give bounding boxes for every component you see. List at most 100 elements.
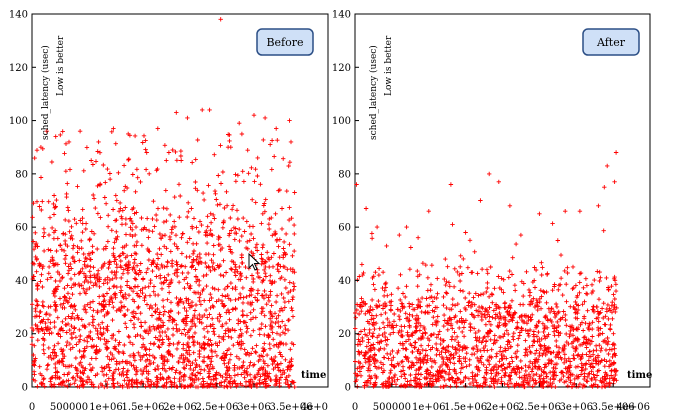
before-data-point — [184, 313, 189, 318]
after-data-point — [413, 324, 418, 330]
after-data-point — [445, 320, 450, 326]
before-data-point — [126, 157, 131, 163]
after-data-point — [554, 338, 559, 344]
after-data-point — [423, 330, 428, 335]
before-data-point — [132, 380, 137, 385]
before-data-point — [292, 384, 297, 390]
after-data-point — [504, 356, 509, 361]
before-data-point — [209, 359, 214, 364]
after-data-point — [430, 322, 435, 327]
after-data-point — [507, 340, 512, 345]
after-data-point — [446, 321, 451, 326]
before-data-point — [242, 375, 247, 380]
before-data-point — [161, 205, 166, 211]
after-data-point — [612, 376, 617, 381]
after-data-point — [403, 294, 408, 300]
before-data-point — [194, 257, 199, 262]
after-data-point — [514, 354, 519, 359]
before-data-point — [77, 327, 82, 332]
after-data-point — [450, 334, 455, 339]
after-data-point — [560, 315, 565, 320]
after-data-point — [595, 353, 601, 358]
after-data-point — [538, 288, 543, 293]
before-data-point — [66, 218, 72, 224]
after-data-point — [435, 276, 440, 281]
before-data-point — [117, 360, 122, 366]
after-data-point — [356, 332, 362, 337]
before-data-point — [227, 138, 232, 144]
before-data-point — [123, 292, 128, 297]
after-badge[interactable]: After — [582, 28, 640, 56]
before-data-point — [100, 383, 105, 388]
before-data-point — [162, 309, 167, 314]
before-data-point — [164, 264, 170, 269]
before-data-point — [153, 335, 158, 340]
before-data-point — [199, 320, 204, 326]
before-data-point — [159, 252, 164, 257]
after-data-point — [437, 364, 443, 370]
before-data-point — [228, 375, 234, 381]
before-data-point — [116, 342, 121, 347]
after-data-point — [540, 352, 545, 358]
after-data-point — [438, 336, 443, 342]
before-data-point — [277, 237, 282, 242]
before-data-point — [238, 327, 243, 332]
before-data-point — [133, 232, 138, 238]
after-data-point — [511, 366, 517, 372]
before-data-point — [87, 362, 93, 367]
before-data-point — [222, 354, 227, 360]
before-data-point — [105, 224, 111, 229]
before-data-point — [88, 257, 93, 262]
before-data-point — [88, 264, 93, 269]
after-data-point — [499, 287, 504, 292]
after-data-point — [475, 271, 480, 276]
before-data-point — [155, 324, 160, 330]
before-data-point — [193, 323, 198, 329]
before-data-point — [190, 241, 196, 246]
before-data-point — [194, 225, 199, 230]
after-data-point — [488, 322, 494, 327]
after-data-point — [454, 384, 459, 389]
before-data-point — [259, 365, 264, 370]
after-data-point — [584, 283, 590, 288]
before-data-point — [85, 263, 90, 268]
before-data-point — [138, 367, 144, 373]
after-data-point — [569, 384, 575, 390]
after-data-point — [446, 344, 451, 349]
before-data-point — [231, 225, 237, 230]
before-data-point — [114, 237, 119, 242]
after-data-point — [353, 379, 358, 384]
after-data-point — [567, 324, 573, 329]
before-data-point — [82, 348, 87, 353]
after-data-point — [511, 337, 516, 342]
before-data-point — [211, 329, 216, 334]
after-data-point — [561, 309, 566, 314]
after-data-point — [558, 276, 564, 281]
before-data-point — [69, 285, 74, 290]
before-data-point — [224, 365, 229, 370]
after-data-point — [481, 345, 486, 351]
before-data-point — [113, 346, 119, 352]
before-data-point — [130, 172, 135, 177]
before-badge[interactable]: Before — [256, 28, 314, 56]
before-data-point — [80, 370, 85, 375]
before-data-point — [234, 354, 239, 359]
after-data-point — [354, 373, 359, 379]
after-data-point — [355, 366, 360, 371]
before-x-tick-label: 1.5e+06 — [122, 402, 165, 413]
before-data-point — [95, 308, 100, 314]
after-data-point — [541, 384, 546, 389]
after-data-point — [589, 383, 594, 388]
before-data-point — [118, 383, 123, 388]
after-data-point — [604, 275, 609, 281]
before-data-point — [135, 284, 141, 289]
before-data-point — [262, 372, 267, 378]
before-data-point — [259, 252, 264, 257]
before-data-point — [110, 376, 116, 381]
before-data-point — [240, 341, 246, 346]
after-data-point — [564, 282, 569, 287]
before-data-point — [275, 267, 280, 272]
after-data-point — [542, 325, 547, 330]
after-data-point — [550, 323, 556, 329]
before-data-point — [277, 308, 283, 314]
